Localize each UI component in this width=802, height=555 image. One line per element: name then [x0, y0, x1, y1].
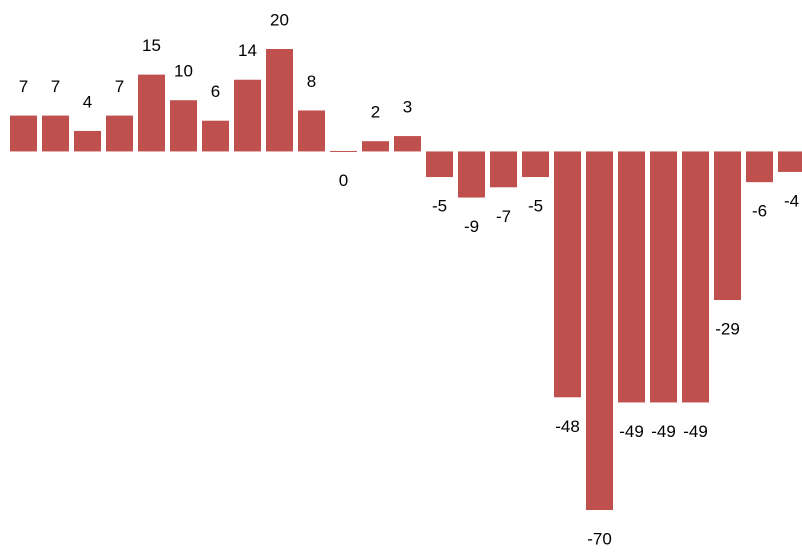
- data-label: 10: [174, 62, 193, 81]
- bar: [490, 151, 517, 188]
- data-label: -6: [752, 202, 767, 221]
- data-label: -70: [587, 529, 612, 548]
- data-label: 15: [142, 36, 161, 55]
- bar: [746, 151, 773, 183]
- bar: [586, 151, 613, 510]
- bar: [106, 115, 133, 152]
- data-label: 0: [339, 171, 348, 190]
- data-label: -48: [555, 417, 580, 436]
- data-label: 4: [83, 92, 92, 111]
- bar: [298, 110, 325, 152]
- data-label: -5: [528, 197, 543, 216]
- bar: [778, 151, 802, 172]
- bar: [650, 151, 677, 403]
- data-label: -7: [496, 207, 511, 226]
- bar: [138, 74, 165, 152]
- data-label: 14: [238, 41, 257, 60]
- data-label: 6: [211, 82, 220, 101]
- bar: [42, 115, 69, 152]
- bar: [426, 151, 453, 178]
- bar: [330, 150, 357, 152]
- data-label: -5: [432, 197, 447, 216]
- data-label: 2: [371, 103, 380, 122]
- bar: [202, 120, 229, 152]
- bar: [394, 136, 421, 152]
- bar: [682, 151, 709, 403]
- bar: [362, 141, 389, 152]
- data-label: 3: [403, 98, 412, 117]
- data-label: 8: [307, 72, 316, 91]
- bar: [618, 151, 645, 403]
- bar: [74, 130, 101, 152]
- data-label: -49: [683, 422, 708, 441]
- bar: [554, 151, 581, 398]
- bar: [266, 49, 293, 152]
- bar: [458, 151, 485, 198]
- bar: [10, 115, 37, 152]
- data-label: -9: [464, 217, 479, 236]
- data-label: -49: [651, 422, 676, 441]
- bar: [234, 79, 261, 152]
- data-label: -4: [784, 191, 799, 210]
- bar: [170, 100, 197, 152]
- data-label: 7: [115, 77, 124, 96]
- bar: [714, 151, 741, 300]
- bar: [522, 151, 549, 178]
- data-label: -49: [619, 422, 644, 441]
- data-label: 7: [19, 77, 28, 96]
- data-label: -29: [715, 319, 740, 338]
- data-label: 20: [270, 10, 289, 29]
- data-label: 7: [51, 77, 60, 96]
